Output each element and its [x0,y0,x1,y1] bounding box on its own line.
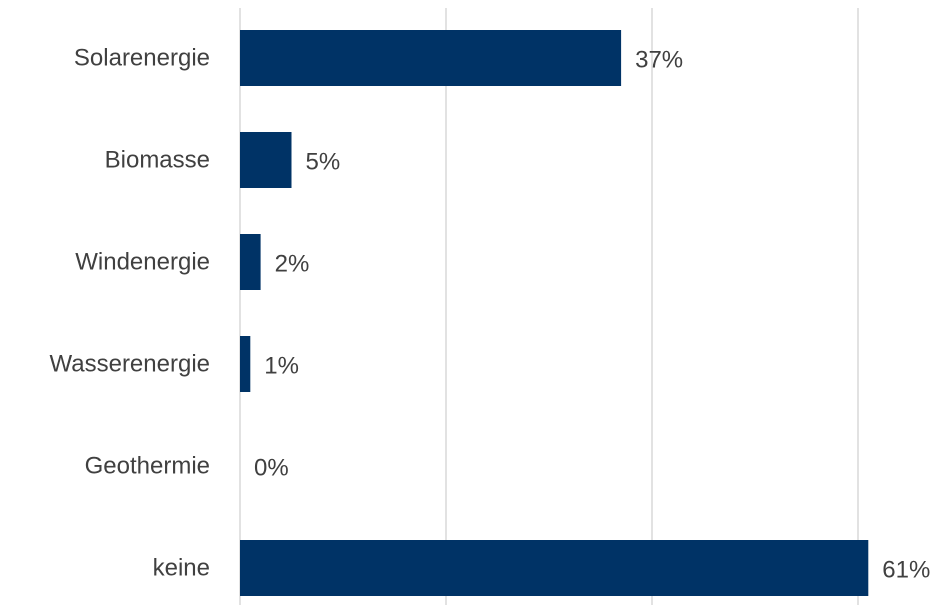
category-labels: Solarenergie Biomasse Windenergie Wasserene… [49,45,210,582]
category-label: keine [153,555,210,582]
value-label: 37% [635,47,683,74]
category-label: Windenergie [75,249,210,276]
category-label: Geothermie [85,453,210,480]
bar-keine [240,540,869,596]
value-labels: 37% 5% 2% 1% 0% 61% [254,47,930,584]
bars [240,30,869,596]
value-label: 0% [254,455,289,482]
category-label: Biomasse [105,147,210,174]
bar-biomasse [240,132,292,188]
bar-wasserenergie [240,336,251,392]
category-label: Wasserenergie [49,351,210,378]
bar-solarenergie [240,30,622,86]
gridlines [239,8,859,605]
value-label: 1% [264,353,299,380]
bar-windenergie [240,234,261,290]
category-label: Solarenergie [74,45,210,72]
value-label: 5% [306,149,341,176]
value-label: 61% [882,557,930,584]
value-label: 2% [275,251,310,278]
